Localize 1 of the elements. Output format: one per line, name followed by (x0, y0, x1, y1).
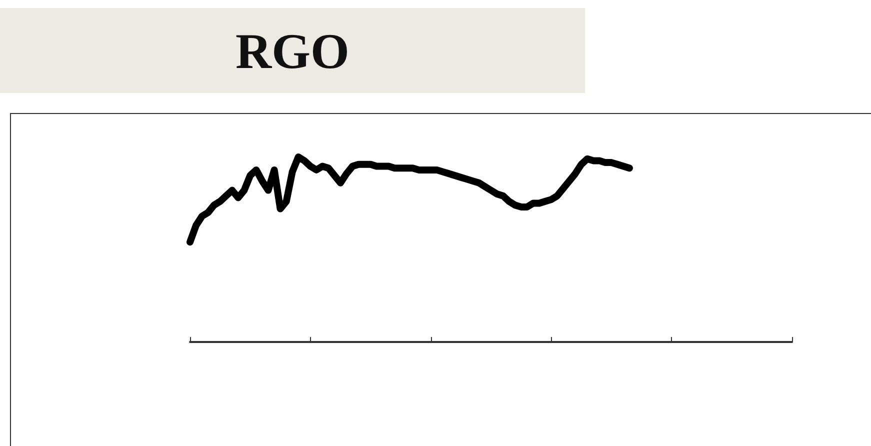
chart-title: RGO (0, 8, 585, 93)
